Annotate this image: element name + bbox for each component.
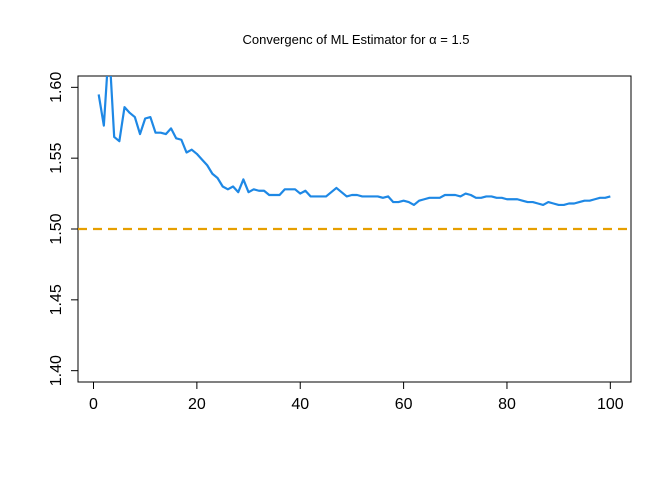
x-tick-label: 40 [291, 396, 309, 413]
plot-area [78, 76, 631, 231]
x-tick-label: 100 [597, 396, 624, 413]
x-tick-label: 60 [395, 396, 413, 413]
y-tick-label: 1.50 [48, 213, 65, 244]
x-tick-label: 0 [89, 396, 98, 413]
x-axis: 0 20 40 60 80 100 [89, 382, 624, 413]
y-axis: 1.40 1.45 1.50 1.55 1.60 [48, 72, 78, 386]
y-tick-label: 1.55 [48, 142, 65, 173]
y-tick-label: 1.45 [48, 284, 65, 315]
y-tick-label: 1.40 [48, 355, 65, 386]
y-tick-label: 1.60 [48, 72, 65, 103]
x-tick-label: 20 [188, 396, 206, 413]
x-tick-label: 80 [498, 396, 516, 413]
chart-title: Convergenc of ML Estimator for α = 1.5 [242, 32, 469, 47]
series-line [97, 76, 611, 207]
